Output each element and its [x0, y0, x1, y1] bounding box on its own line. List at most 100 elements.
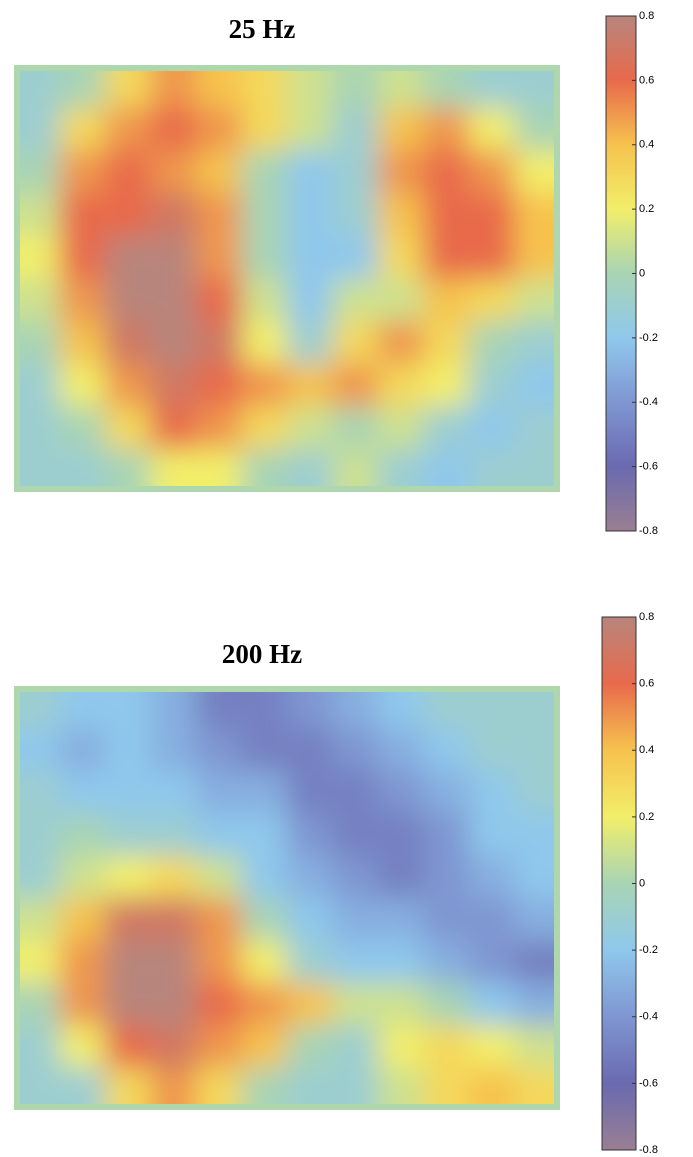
heatmap-cell — [150, 770, 197, 815]
heatmap-cell — [241, 150, 288, 195]
heatmap-cell — [20, 770, 61, 815]
heatmap-cell — [59, 71, 106, 109]
heatmap-cell — [378, 1025, 425, 1069]
heatmap-cell — [287, 940, 334, 984]
heatmap-cell — [59, 1067, 106, 1104]
heatmap-cell — [514, 855, 554, 899]
heatmap-cell — [423, 982, 470, 1027]
heatmap-cell — [59, 1025, 106, 1069]
heatmap-cell — [378, 278, 425, 323]
heatmap-cell — [287, 406, 334, 451]
heatmap-cell — [20, 855, 61, 899]
heatmap-cell — [196, 692, 243, 730]
heatmap-cell — [378, 71, 425, 109]
heatmap-cell — [469, 71, 516, 109]
heatmap-cell — [514, 940, 554, 984]
heatmap-cell — [20, 982, 61, 1027]
heatmap-cell — [105, 728, 152, 772]
heatmap-cell — [287, 855, 334, 899]
heatmap-cell — [469, 363, 516, 408]
heatmap-cell — [105, 363, 152, 408]
heatmap-cell — [105, 71, 152, 109]
heatmap-cell — [332, 1025, 379, 1069]
heatmap-cell — [105, 107, 152, 152]
heatmap-cell — [332, 449, 379, 486]
heatmap-cell — [514, 235, 554, 280]
heatmap-cell — [514, 107, 554, 152]
heatmap-cell — [150, 982, 197, 1027]
heatmap-cell — [105, 278, 152, 323]
heatmap-cell — [196, 235, 243, 280]
heatmap-cell — [514, 150, 554, 195]
heatmap-cell — [241, 813, 288, 857]
heatmap-cell — [469, 898, 516, 942]
heatmap-cell — [241, 235, 288, 280]
colorbar-tick-label: 0.2 — [639, 203, 654, 215]
heatmap-cell — [378, 321, 425, 365]
heatmap-cell — [241, 692, 288, 730]
heatmap-cell — [150, 406, 197, 451]
heatmap-cells — [20, 692, 554, 1104]
heatmap-cell — [20, 1067, 61, 1104]
heatmap-cell — [20, 193, 61, 237]
heatmap-cell — [423, 278, 470, 323]
heatmap-cell — [196, 321, 243, 365]
heatmap-cell — [241, 982, 288, 1027]
heatmap-cell — [20, 692, 61, 730]
heatmap-cell — [287, 1067, 334, 1104]
heatmap-cell — [469, 278, 516, 323]
heatmap-cell — [59, 321, 106, 365]
heatmap-cell — [423, 855, 470, 899]
heatmap-cell — [59, 982, 106, 1027]
heatmap-cell — [241, 940, 288, 984]
heatmap-cell — [241, 898, 288, 942]
heatmap-cell — [469, 728, 516, 772]
heatmap-cell — [287, 278, 334, 323]
heatmap-cell — [423, 940, 470, 984]
heatmap-cell — [514, 1067, 554, 1104]
heatmap-cell — [469, 235, 516, 280]
heatmap-cell — [287, 107, 334, 152]
heatmap-cell — [20, 363, 61, 408]
heatmap-cell — [105, 940, 152, 984]
heatmap-cell — [287, 363, 334, 408]
colorbar-tick-label: 0 — [639, 267, 645, 279]
heatmap-cell — [196, 770, 243, 815]
heatmap-cell — [332, 692, 379, 730]
heatmap-cell — [332, 321, 379, 365]
heatmap-cell — [150, 728, 197, 772]
heatmap-cell — [59, 150, 106, 195]
heatmap-cell — [514, 193, 554, 237]
heatmap-cell — [378, 940, 425, 984]
heatmap-cell — [196, 855, 243, 899]
heatmap-cell — [423, 449, 470, 486]
heatmap-cell — [20, 940, 61, 984]
colorbar — [605, 15, 637, 532]
heatmap-cell — [241, 728, 288, 772]
heatmap-cell — [105, 1067, 152, 1104]
heatmap-cell — [105, 235, 152, 280]
heatmap-cell — [59, 855, 106, 899]
heatmap — [20, 692, 554, 1104]
heatmap-cell — [287, 71, 334, 109]
heatmap-cell — [105, 813, 152, 857]
heatmap-cell — [105, 855, 152, 899]
heatmap-cell — [287, 813, 334, 857]
heatmap-cell — [20, 321, 61, 365]
heatmap-cell — [469, 1025, 516, 1069]
heatmap-cell — [332, 150, 379, 195]
heatmap-cell — [378, 692, 425, 730]
heatmap-cell — [423, 235, 470, 280]
heatmap-cell — [287, 728, 334, 772]
heatmap-cell — [196, 813, 243, 857]
colorbar-tick-label: -0.4 — [639, 1011, 658, 1023]
heatmap-cell — [514, 692, 554, 730]
heatmap-cell — [332, 71, 379, 109]
heatmap-cell — [287, 1025, 334, 1069]
heatmap-cell — [59, 940, 106, 984]
heatmap-cell — [378, 406, 425, 451]
heatmap-cell — [378, 982, 425, 1027]
heatmap-cell — [287, 235, 334, 280]
heatmap-cell — [241, 449, 288, 486]
heatmap-cell — [105, 982, 152, 1027]
